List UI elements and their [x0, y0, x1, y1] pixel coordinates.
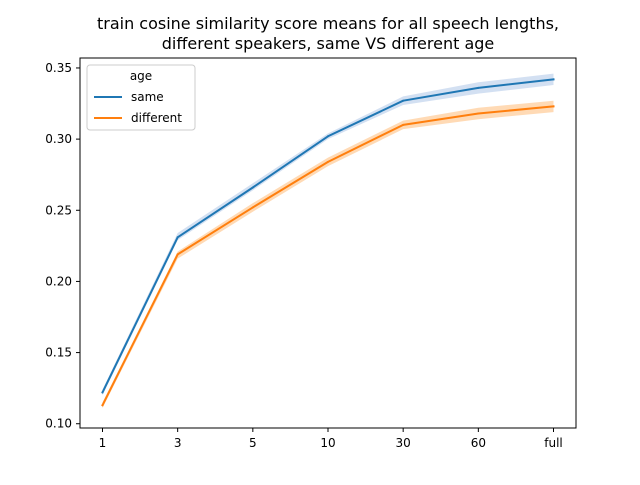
data-point-different-60 [477, 112, 480, 115]
legend-box [86, 64, 196, 131]
y-tick-label-0.10: 0.10 [45, 417, 72, 431]
x-tick-label-60: 60 [471, 436, 486, 450]
data-point-different-30 [402, 123, 405, 126]
y-tick-label-0.20: 0.20 [45, 274, 72, 288]
data-point-same-full [552, 78, 555, 81]
data-point-same-30 [402, 99, 405, 102]
x-tick-label-full: full [544, 436, 563, 450]
x-tick-label-30: 30 [396, 436, 411, 450]
data-point-different-1 [101, 404, 104, 407]
x-tick-label-5: 5 [249, 436, 257, 450]
data-point-same-5 [251, 186, 254, 189]
data-point-same-60 [477, 86, 480, 89]
y-tick-label-0.25: 0.25 [45, 203, 72, 217]
data-point-different-5 [251, 206, 254, 209]
data-point-same-10 [327, 135, 329, 138]
chart-title-line-2: different speakers, same VS different ag… [162, 34, 495, 53]
plot-frame [79, 57, 577, 429]
data-point-same-1 [101, 391, 104, 394]
legend-label-different: different [131, 111, 182, 125]
legend: age same different [86, 64, 196, 131]
y-tick-label-0.15: 0.15 [45, 346, 72, 360]
y-tick-label-0.30: 0.30 [45, 132, 72, 146]
legend-label-same: same [131, 90, 164, 104]
chart-title-line-1: train cosine similarity score means for … [97, 14, 559, 33]
x-axis: 1 3 5 10 30 60 full [99, 428, 563, 450]
x-tick-label-1: 1 [99, 436, 107, 450]
x-tick-label-10: 10 [320, 436, 335, 450]
data-point-different-10 [327, 160, 329, 163]
y-axis: 0.10 0.15 0.20 0.25 0.30 0.35 [45, 61, 80, 431]
x-tick-label-3: 3 [174, 436, 182, 450]
data-point-different-full [552, 105, 555, 108]
legend-title: age [130, 69, 152, 83]
data-point-different-3 [176, 253, 179, 256]
series-lines [101, 78, 555, 407]
y-tick-label-0.35: 0.35 [45, 61, 72, 75]
ci-band-same [102, 73, 554, 396]
data-point-same-3 [176, 236, 179, 239]
